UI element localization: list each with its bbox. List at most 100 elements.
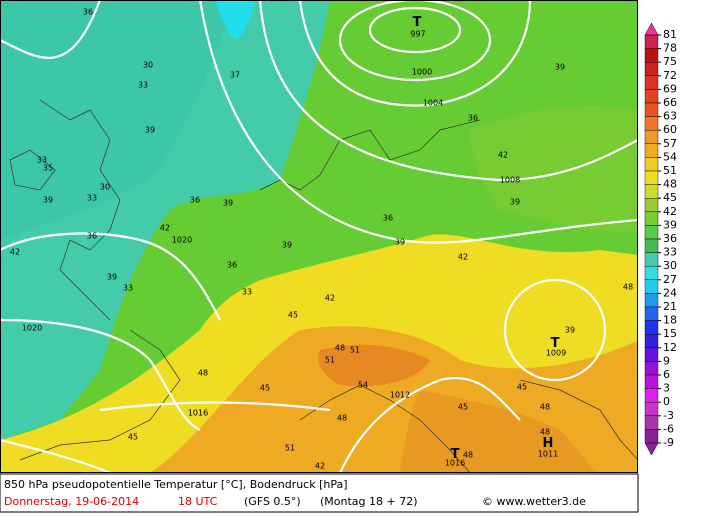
- temp-label: 36: [190, 196, 200, 205]
- legend-tick-label: 51: [663, 164, 677, 177]
- legend-tick-label: 60: [663, 123, 677, 136]
- temp-label: 42: [498, 151, 508, 160]
- legend-tick-label: 63: [663, 110, 677, 123]
- legend-swatch: [644, 402, 659, 417]
- temp-label: 51: [325, 356, 335, 365]
- legend-swatch: [644, 129, 659, 144]
- pressure-centers: T T T H: [413, 15, 560, 462]
- temp-label: 42: [325, 294, 335, 303]
- legend-tick-label: 24: [663, 286, 677, 299]
- isobars: [0, 0, 639, 475]
- legend-tick-label: 81: [663, 28, 677, 41]
- pressure-label: 1016: [188, 409, 208, 418]
- temp-label: 48: [623, 283, 633, 292]
- legend-swatch: [644, 429, 659, 444]
- pressure-label: 1000: [412, 68, 432, 77]
- temp-label: 45: [288, 311, 298, 320]
- temp-label: 36: [468, 114, 478, 123]
- caption-source: © www.wetter3.de: [482, 495, 586, 508]
- legend-swatch: [644, 143, 659, 158]
- caption-title: 850 hPa pseudopotentielle Temperatur [°C…: [4, 478, 348, 491]
- legend-tick-label: 18: [663, 314, 677, 327]
- temp-label: 45: [517, 383, 527, 392]
- legend-swatch: [644, 266, 659, 281]
- coastlines: [9, 99, 639, 474]
- caption-run: (Montag 18 + 72): [320, 495, 418, 508]
- legend-tick-label: 30: [663, 259, 677, 272]
- temp-label: 48: [540, 428, 550, 437]
- legend-tick-label: 6: [663, 368, 670, 381]
- temp-label: 30: [143, 61, 153, 70]
- temp-label: 39: [282, 241, 292, 250]
- legend-swatch: [644, 62, 659, 77]
- legend-tick-label: 48: [663, 178, 677, 191]
- temp-label: 36: [87, 232, 97, 241]
- temp-label: 42: [458, 253, 468, 262]
- legend-arrow-bottom: [644, 442, 659, 456]
- temp-label: 39: [565, 326, 575, 335]
- legend-swatch: [644, 347, 659, 362]
- caption-time: 18 UTC: [178, 495, 218, 508]
- pressure-label: 1020: [22, 324, 42, 333]
- legend-tick-label: 15: [663, 327, 677, 340]
- legend-tick-label: 72: [663, 69, 677, 82]
- legend-tick-label: 36: [663, 232, 677, 245]
- legend-tick-label: 12: [663, 341, 677, 354]
- temp-label: 33: [242, 288, 252, 297]
- temp-label: 39: [43, 196, 53, 205]
- legend-tick-label: 45: [663, 191, 677, 204]
- temp-label: 45: [128, 433, 138, 442]
- temp-label: 48: [463, 451, 473, 460]
- legend-tick-label: 57: [663, 137, 677, 150]
- pressure-label: 1011: [538, 450, 558, 459]
- temp-label: 48: [337, 414, 347, 423]
- temp-label: 33: [37, 156, 47, 165]
- temp-label: 54: [358, 381, 368, 390]
- temp-label: 39: [107, 273, 117, 282]
- legend-tick-label: 54: [663, 150, 677, 163]
- legend-tick-label: 21: [663, 300, 677, 313]
- low-marker: T: [451, 447, 460, 462]
- pressure-label: 1008: [500, 176, 520, 185]
- temp-label: 33: [138, 81, 148, 90]
- legend-swatch: [644, 361, 659, 376]
- legend-swatch: [644, 75, 659, 90]
- legend-swatch: [644, 415, 659, 430]
- pressure-label: 1012: [390, 391, 410, 400]
- legend-tick-label: 3: [663, 382, 670, 395]
- map-frame: [0, 0, 638, 473]
- legend-arrow-top: [644, 22, 659, 36]
- legend-swatch: [644, 116, 659, 131]
- caption-box: [0, 473, 639, 513]
- temp-label: 39: [145, 126, 155, 135]
- low-marker: T: [413, 15, 422, 30]
- temp-label: 48: [198, 369, 208, 378]
- legend-swatch: [644, 252, 659, 267]
- legend-tick-label: 27: [663, 273, 677, 286]
- pressure-labels: 997 1000 1004 1008 1020 1020 1016 1012 1…: [22, 30, 566, 468]
- temp-label: 36: [383, 214, 393, 223]
- pressure-label: 1016: [445, 459, 465, 468]
- legend-swatch: [644, 184, 659, 199]
- pressure-label: 997: [410, 30, 425, 39]
- temp-label: 39: [395, 238, 405, 247]
- legend-tick-label: 66: [663, 96, 677, 109]
- pressure-label: 1020: [172, 236, 192, 245]
- temp-label: 48: [540, 403, 550, 412]
- legend-swatch: [644, 170, 659, 185]
- legend-swatch: [644, 374, 659, 389]
- temp-label: 33: [87, 194, 97, 203]
- legend-swatch: [644, 89, 659, 104]
- temp-label: 45: [458, 403, 468, 412]
- legend-swatch: [644, 320, 659, 335]
- legend-swatch: [644, 48, 659, 63]
- temp-label: 36: [83, 8, 93, 17]
- legend-tick-label: 9: [663, 354, 670, 367]
- legend-swatch: [644, 334, 659, 349]
- legend-tick-label: 42: [663, 205, 677, 218]
- temp-label: 42: [315, 462, 325, 471]
- high-marker: H: [543, 436, 554, 451]
- legend-tick-label: -6: [663, 422, 674, 435]
